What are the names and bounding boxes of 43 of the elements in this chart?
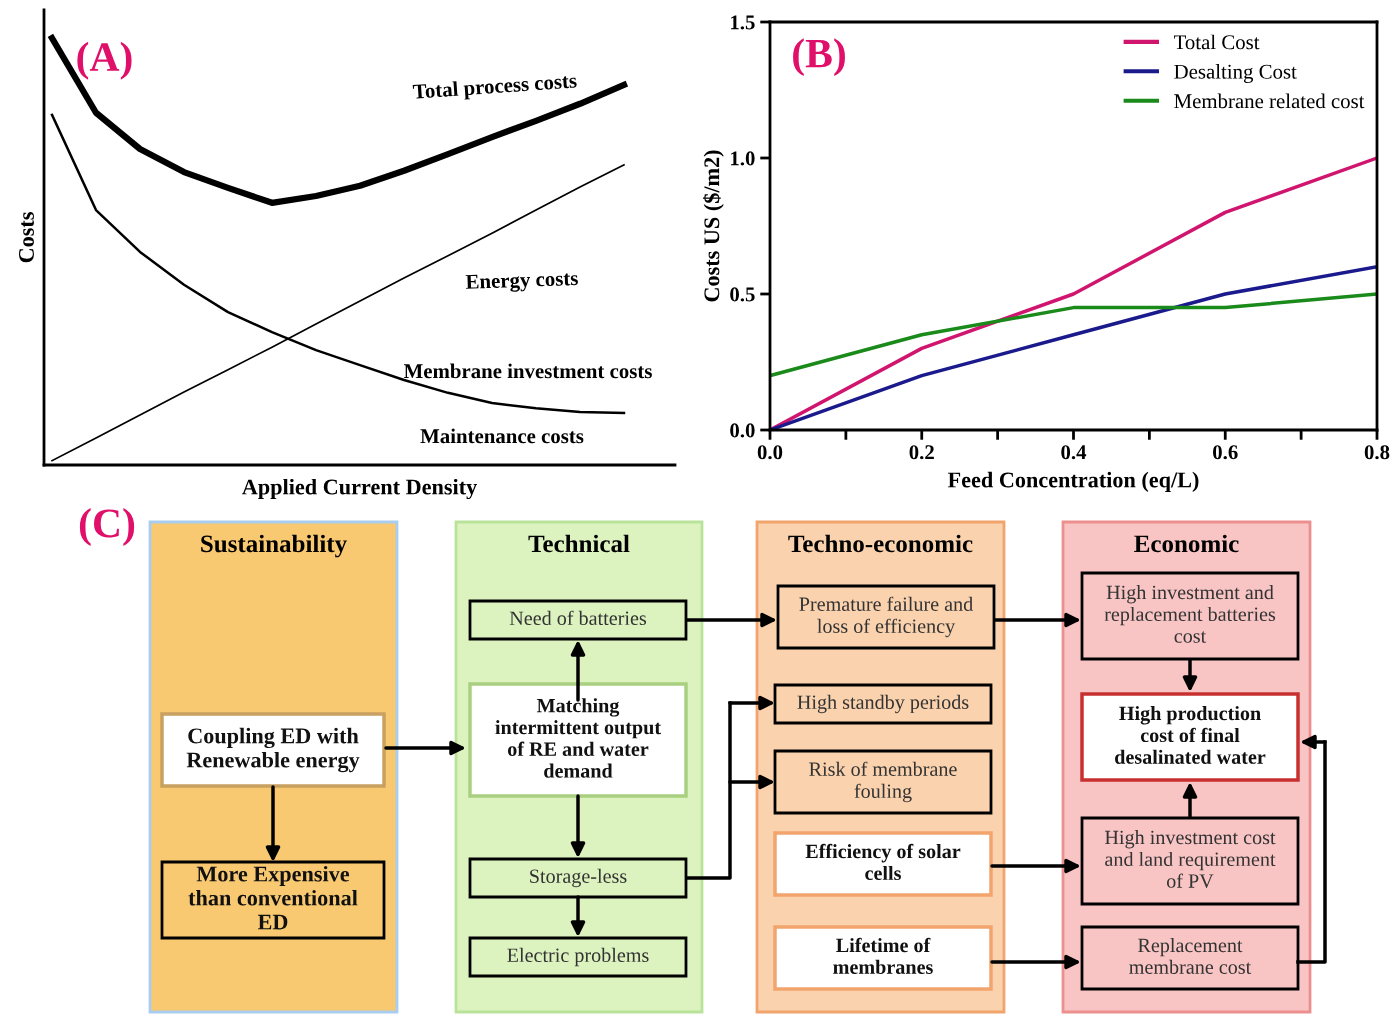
text: High investment cost and land requirement of PV: [1105, 830, 1276, 888]
y-tick-label: 1.0: [731, 151, 755, 166]
text: More Expensive than conventional ED: [188, 865, 358, 930]
text: High investment and replacement batteries cost: [1104, 585, 1276, 643]
x-axis-title: Applied Current Density: [242, 478, 477, 500]
text: (C): [79, 508, 135, 546]
annotation: Maintenance costs: [420, 428, 584, 444]
category-label: Technical: [528, 534, 630, 553]
text: Lifetime of membranes: [833, 937, 933, 974]
chart-title: (A): [77, 41, 132, 80]
text: Premature failure and loss of efficiency: [799, 596, 973, 638]
text: Matching intermittent output of RE and water demand: [495, 698, 661, 778]
text: Efficiency of solar cells: [805, 843, 961, 881]
y-axis-title: Costs US ($/m2): [703, 150, 724, 302]
x-tick-label: 0.6: [1213, 445, 1238, 460]
category-label: Economic: [1134, 534, 1239, 553]
y-tick-label: 0.5: [730, 287, 755, 302]
x-axis-title: Feed Concentration (eq/L): [947, 471, 1199, 492]
legend-label: Total Cost: [1173, 34, 1260, 50]
text: Coupling ED with Renewable energy: [186, 727, 360, 773]
x-tick-label: 0.0: [757, 445, 783, 460]
text: Storage-less: [530, 868, 627, 888]
annotation: Energy costs: [465, 271, 579, 294]
legend-label: Membrane related cost: [1174, 93, 1365, 109]
x-tick-label: 0.4: [1061, 445, 1087, 460]
category-label: Techno-economic: [788, 534, 973, 553]
text: Electric problems: [507, 947, 649, 967]
y-tick-label: 1.5: [731, 15, 755, 30]
text: Risk of membrane fouling: [809, 761, 957, 803]
annotation: Total process costs: [412, 72, 578, 104]
x-tick-label: 0.8: [1364, 445, 1390, 460]
text: High production cost of final desalinated water: [1115, 706, 1266, 764]
category-label: Sustainability: [201, 534, 347, 558]
annotation: Membrane investment costs: [403, 363, 652, 379]
y-axis-title: Costs: [19, 212, 34, 263]
text: Replacement membrane cost: [1129, 937, 1252, 974]
text: Need of batteries: [509, 610, 647, 626]
text: High standby periods: [797, 694, 969, 714]
line-series: [770, 292, 1377, 378]
y-tick-label: 0.0: [730, 423, 755, 438]
legend-label: Desalting Cost: [1174, 64, 1297, 84]
x-tick-label: 0.2: [909, 445, 934, 460]
chart-title: (B): [793, 38, 845, 77]
